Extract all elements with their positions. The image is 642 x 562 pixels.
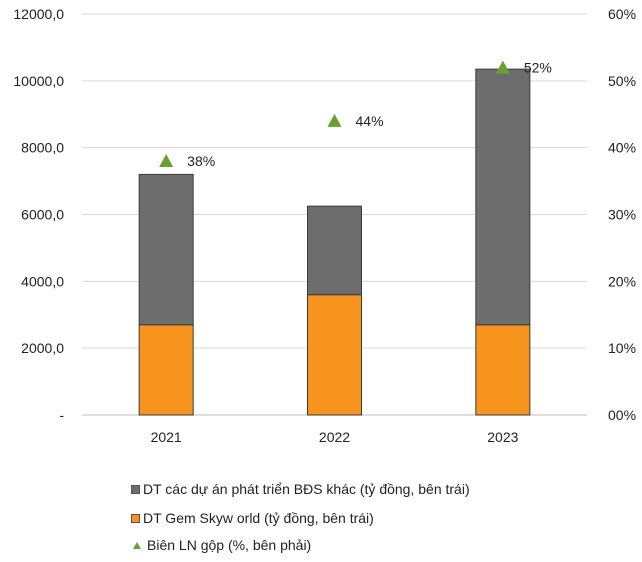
margin-marker — [327, 113, 342, 127]
bar-segment-other-projects — [475, 68, 531, 326]
legend-item-other-projects: DT các dự án phát triển BĐS khác (tỷ đồn… — [131, 481, 470, 497]
bar-segment-gem-skyworld — [307, 294, 362, 416]
legend-label-margin: Biên LN gộp (%, bên phải) — [147, 537, 312, 553]
margin-data-label: 52% — [524, 59, 552, 75]
y-tick-label: 12000,0 — [13, 6, 64, 22]
margin-marker — [495, 60, 510, 74]
bars — [138, 68, 531, 416]
bar-segment-other-projects — [307, 205, 362, 296]
y-tick-label: 6000,0 — [21, 207, 64, 223]
bar-segment-other-projects — [138, 173, 194, 326]
y-tick-label: - — [59, 407, 64, 423]
y-tick-label: 4000,0 — [21, 273, 64, 289]
legend-swatch-gem — [131, 513, 140, 523]
legend-item-gross-margin: Biên LN gộp (%, bên phải) — [133, 537, 311, 553]
y2-tick-label: 50% — [608, 73, 636, 89]
y2-tick-label: 20% — [608, 273, 636, 289]
legend-item-gem-skyworld: DT Gem Skyw orld (tỷ đồng, bên trái) — [131, 510, 374, 526]
y-tick-label: 8000,0 — [21, 140, 64, 156]
y2-tick-label: 10% — [608, 340, 636, 356]
legend-swatch-other — [131, 484, 140, 494]
y2-tick-label: 30% — [608, 207, 636, 223]
bar-segment-gem-skyworld — [138, 324, 194, 416]
bar-segment-gem-skyworld — [475, 324, 531, 416]
y2-tick-label: 00% — [608, 407, 636, 423]
margin-marker — [159, 154, 174, 168]
left-axis-ticks: - 2000,0 4000,0 6000,0 8000,0 10000,0 12000,0 — [13, 6, 64, 423]
margin-data-label: 44% — [356, 113, 384, 129]
x-axis-ticks: 2021 2022 2023 — [151, 429, 519, 445]
legend-label-other: DT các dự án phát triển BĐS khác (tỷ đồn… — [143, 481, 470, 497]
right-axis-ticks: 00% 10% 20% 30% 40% 50% 60% — [608, 6, 636, 423]
legend-triangle-icon — [133, 541, 141, 549]
margin-markers: 38% 44% 52% — [159, 59, 552, 169]
x-tick-label: 2023 — [487, 429, 518, 445]
y-tick-label: 10000,0 — [13, 73, 64, 89]
y-tick-label: 2000,0 — [21, 340, 64, 356]
y2-tick-label: 40% — [608, 140, 636, 156]
x-tick-label: 2022 — [319, 429, 350, 445]
y2-tick-label: 60% — [608, 6, 636, 22]
margin-data-label: 38% — [187, 153, 215, 169]
legend-label-gem: DT Gem Skyw orld (tỷ đồng, bên trái) — [143, 510, 374, 526]
x-tick-label: 2021 — [151, 429, 182, 445]
